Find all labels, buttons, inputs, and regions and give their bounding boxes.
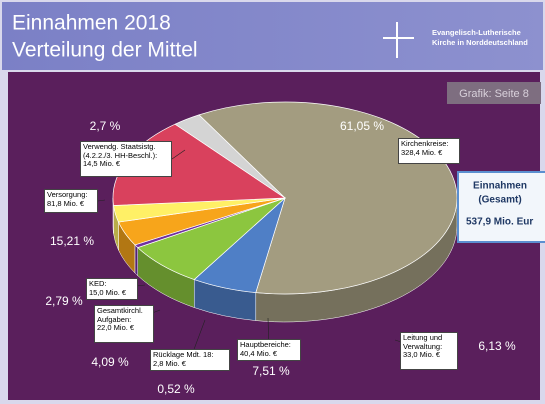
category-label: Verwendg. Staatsistg. (4.2.2./3. HH-Besc… bbox=[80, 141, 172, 177]
percent-label: 7,51 % bbox=[252, 364, 290, 378]
category-name: Leitung und Verwaltung: bbox=[403, 333, 443, 351]
category-label: Kirchenkreise: 328,4 Mio. € bbox=[398, 138, 460, 164]
category-amount: 2,8 Mio. € bbox=[153, 358, 186, 368]
percent-label: 6,13 % bbox=[478, 339, 516, 353]
percent-label: 4,09 % bbox=[91, 355, 129, 369]
slice bbox=[174, 114, 286, 199]
category-box: Hauptbereiche:40,4 Mio. € bbox=[237, 339, 301, 361]
page-reference-box bbox=[447, 82, 541, 104]
slice bbox=[198, 101, 458, 295]
pie bbox=[112, 101, 458, 323]
category-label: Rücklage Mdt. 18: 2,8 Mio. € bbox=[150, 349, 230, 371]
category-name: Gesamtkirchl. Aufgaben: bbox=[97, 306, 143, 324]
category-box: Rücklage Mdt. 18:2,8 Mio. € bbox=[150, 349, 230, 371]
category-name: Rücklage Mdt. 18: bbox=[153, 350, 214, 359]
slice-side bbox=[134, 244, 138, 277]
category-name: Kirchenkreise: bbox=[401, 139, 449, 148]
category-amount: 15,0 Mio. € bbox=[89, 287, 127, 297]
leader-line bbox=[171, 149, 186, 160]
category-name: Verwendg. Staatsistg. (4.2.2./3. HH-Besc… bbox=[83, 142, 158, 160]
category-name: Versorgung: bbox=[47, 190, 88, 199]
total-label: Einnahmen bbox=[473, 181, 527, 192]
category-amount: 22,0 Mio. € bbox=[97, 323, 135, 332]
category-box: Versorgung:81,8 Mio. € bbox=[44, 189, 98, 213]
category-amount: 14,5 Mio. € bbox=[83, 159, 121, 168]
category-label: KED: 15,0 Mio. € bbox=[86, 278, 138, 300]
total-value: 537,9 Mio. Eur bbox=[466, 217, 533, 228]
labels: Kirchenkreise:328,4 Mio. € 61,05 % Leitung… bbox=[44, 119, 516, 396]
leader-line bbox=[97, 199, 106, 202]
organization: Evangelisch-Lutherische bbox=[432, 28, 521, 37]
category-amount: 33,0 Mio. € bbox=[403, 350, 441, 359]
header bbox=[2, 2, 543, 70]
category-name: KED: bbox=[89, 279, 107, 288]
category-box: Verwendg. Staatsistg. (4.2.2./3. HH-Besc… bbox=[80, 141, 172, 177]
page-reference: Grafik: Seite 8 bbox=[459, 88, 529, 100]
category-name: Hauptbereiche: bbox=[240, 340, 291, 349]
category-label: Hauptbereiche: 40,4 Mio. € bbox=[237, 339, 301, 361]
category-amount: 81,8 Mio. € bbox=[47, 198, 85, 208]
category-label: Gesamtkirchl. Aufgaben: 22,0 Mio. € bbox=[94, 305, 154, 343]
category-box: Kirchenkreise:328,4 Mio. € bbox=[398, 138, 460, 164]
category-box: Leitung und Verwaltung:33,0 Mio. € bbox=[400, 332, 458, 370]
cross-icon bbox=[383, 22, 414, 58]
category-amount: 40,4 Mio. € bbox=[240, 348, 278, 358]
organization: Kirche in Norddeutschland bbox=[432, 38, 528, 47]
category-box: KED:15,0 Mio. € bbox=[86, 278, 138, 300]
percent-label: 2,79 % bbox=[45, 294, 83, 308]
percent-label: 61,05 % bbox=[340, 119, 384, 133]
title: Einnahmen 2018 bbox=[12, 12, 171, 35]
category-label: Leitung und Verwaltung: 33,0 Mio. € bbox=[400, 332, 458, 370]
total-label: (Gesamt) bbox=[478, 195, 521, 206]
percent-label: 15,21 % bbox=[50, 234, 94, 248]
percent-label: 2,7 % bbox=[90, 119, 121, 133]
category-box: Gesamtkirchl. Aufgaben:22,0 Mio. € bbox=[94, 305, 154, 343]
title: Verteilung der Mittel bbox=[12, 39, 198, 62]
category-label: Versorgung: 81,8 Mio. € bbox=[44, 189, 98, 213]
percent-label: 0,52 % bbox=[157, 382, 195, 396]
category-amount: 328,4 Mio. € bbox=[401, 147, 443, 157]
total-box bbox=[457, 171, 545, 243]
